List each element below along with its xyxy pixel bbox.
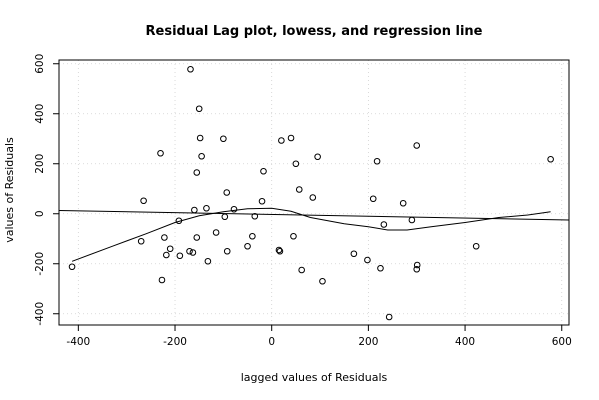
- data-point: [140, 197, 147, 205]
- data-point: [413, 265, 421, 273]
- data-point: [309, 194, 317, 201]
- data-point: [290, 232, 297, 240]
- data-point: [249, 232, 256, 240]
- data-point: [244, 242, 251, 250]
- data-point: [186, 247, 193, 255]
- data-point: [204, 257, 212, 265]
- data-point: [377, 264, 384, 272]
- data-point: [385, 313, 393, 321]
- data-point: [408, 216, 416, 224]
- data-point: [198, 152, 205, 160]
- data-point: [295, 186, 303, 193]
- y-tick-label: 0: [34, 210, 46, 217]
- data-point: [380, 221, 388, 228]
- x-tick-label: -400: [66, 336, 90, 348]
- data-point: [193, 169, 201, 176]
- data-point: [314, 153, 321, 161]
- data-point: [364, 256, 371, 264]
- data-point: [373, 157, 381, 165]
- data-point: [175, 217, 183, 225]
- data-point: [189, 249, 197, 256]
- fit-lines: [58, 207, 570, 262]
- grid-lines: [59, 60, 569, 325]
- y-tick-label: 200: [34, 154, 46, 174]
- data-point: [223, 189, 231, 196]
- data-point: [399, 199, 407, 207]
- data-point: [298, 266, 305, 274]
- data-point: [369, 195, 377, 203]
- data-point: [137, 237, 145, 245]
- data-point: [260, 167, 267, 175]
- x-tick-label: -200: [163, 336, 187, 348]
- axes: -400 -200 0 200 400 600 -400 -200 0 200 400 600: [34, 54, 572, 348]
- x-tick-label: 600: [552, 336, 572, 348]
- data-point: [275, 246, 283, 254]
- data-point: [220, 135, 227, 143]
- x-tick-label: 200: [358, 336, 378, 348]
- data-points: [68, 65, 554, 321]
- regression-line: [58, 210, 570, 221]
- data-point: [251, 212, 259, 220]
- data-point: [195, 105, 203, 113]
- data-point: [166, 245, 174, 253]
- y-tick-label: 400: [34, 104, 46, 124]
- data-point: [350, 250, 358, 258]
- data-point: [223, 247, 231, 255]
- data-point: [193, 234, 201, 241]
- data-point: [203, 204, 210, 212]
- data-point: [278, 137, 285, 144]
- x-tick-label: 400: [455, 336, 475, 348]
- data-point: [196, 134, 204, 142]
- y-axis-label: values of Residuals: [3, 137, 16, 243]
- chart-title: Residual Lag plot, lowess, and regressio…: [146, 24, 483, 39]
- data-point: [68, 263, 76, 271]
- data-point: [158, 276, 166, 284]
- data-point: [161, 234, 168, 241]
- data-point: [413, 142, 421, 149]
- data-point: [212, 229, 220, 236]
- data-point: [230, 205, 238, 213]
- data-point: [163, 251, 170, 259]
- data-point: [176, 252, 184, 260]
- data-point: [157, 149, 164, 157]
- data-point: [276, 247, 284, 255]
- x-tick-label: 0: [268, 336, 275, 348]
- data-point: [287, 134, 295, 142]
- data-point: [187, 65, 194, 73]
- data-point: [292, 160, 300, 168]
- data-point: [221, 213, 229, 221]
- data-point: [191, 206, 198, 214]
- y-tick-label: -200: [34, 252, 46, 276]
- data-point: [547, 155, 554, 163]
- lowess-line: [71, 207, 551, 262]
- data-point: [472, 242, 480, 250]
- data-point: [258, 197, 266, 205]
- x-axis-label: lagged values of Residuals: [241, 371, 388, 384]
- y-tick-label: -400: [34, 302, 46, 326]
- data-point: [319, 277, 326, 285]
- plot-frame: [58, 59, 570, 326]
- data-point: [413, 261, 421, 269]
- y-tick-label: 600: [34, 54, 46, 74]
